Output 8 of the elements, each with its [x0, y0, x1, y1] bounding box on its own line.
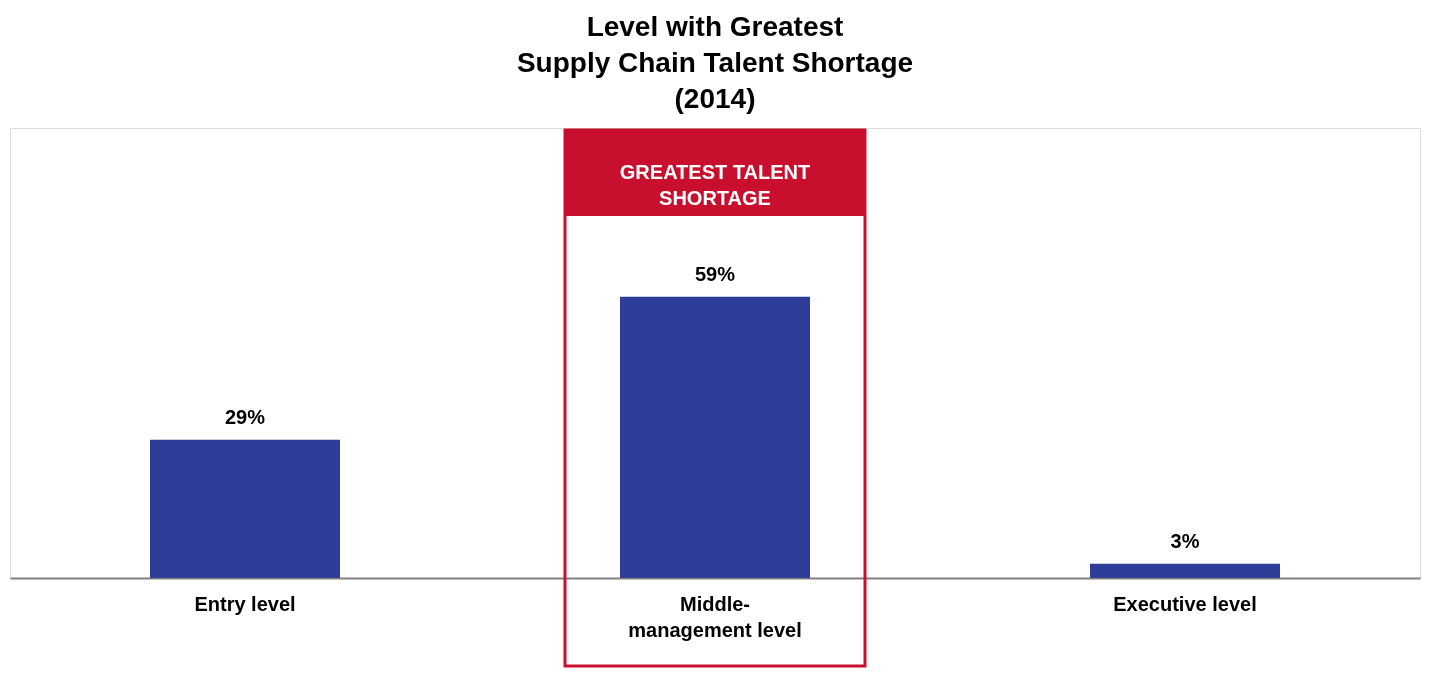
chart-title: Level with Greatest Supply Chain Talent Shortage (2014) [516, 11, 914, 114]
x-tick-label: Entry level [194, 592, 296, 615]
text: GREATEST TALENT SHORTAGE [619, 161, 811, 209]
x-tick-label: Executive level [1113, 592, 1257, 615]
x-tick-label: Middle- management level [628, 592, 802, 641]
data-label: 59% [694, 262, 736, 285]
data-label: 3% [1170, 529, 1200, 552]
data-label: 29% [224, 405, 266, 428]
